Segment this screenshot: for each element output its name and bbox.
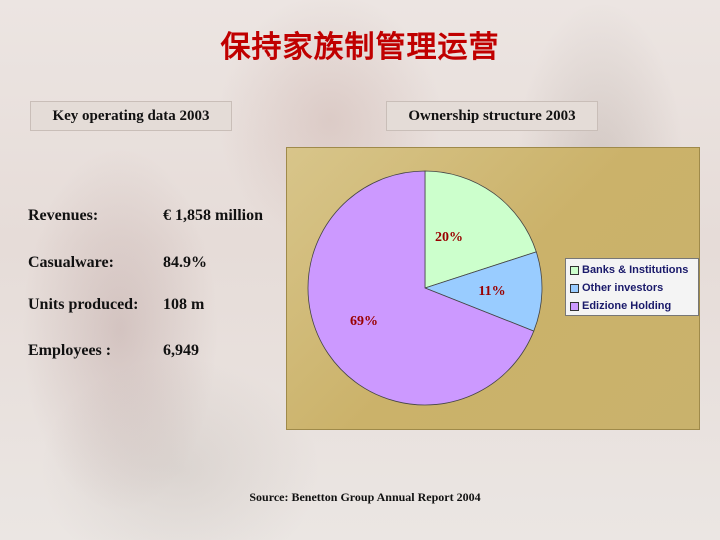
legend-swatch-other: [570, 283, 579, 293]
legend-item-edizione: Edizione Holding: [570, 300, 671, 312]
legend-item-banks: Banks & Institutions: [570, 264, 688, 276]
key-label-revenues: Revenues:: [28, 207, 99, 224]
key-label-employees: Employees :: [28, 342, 112, 359]
pie-slice-2: [423, 251, 543, 332]
source-note: Source: Benetton Group Annual Report 200…: [249, 490, 481, 504]
key-value-revenues: € 1,858 million: [163, 207, 264, 224]
pie-slice-1: [424, 170, 537, 289]
legend-label-other: Other investors: [582, 282, 664, 294]
key-value-employees: 6,949: [163, 342, 199, 359]
ownership-label: Ownership structure 2003: [386, 101, 598, 131]
key-value-units: 108 m: [163, 296, 205, 313]
key-label-units: Units produced:: [28, 296, 139, 313]
legend-label-banks: Banks & Institutions: [582, 264, 689, 276]
pie-label-3: 69%: [350, 314, 378, 329]
key-data-label: Key operating data 2003: [30, 101, 232, 131]
pie-label-1: 20%: [435, 230, 463, 245]
legend-item-other: Other investors: [570, 282, 663, 294]
pie-slice-3: [307, 170, 535, 406]
legend-swatch-edizione: [570, 301, 579, 311]
pie-label-2: 11%: [478, 284, 505, 299]
chart-legend: Banks & Institutions Other investors Edi…: [565, 258, 699, 316]
legend-label-edizione: Edizione Holding: [582, 300, 672, 312]
slide-title: 保持家族制管理运营: [220, 30, 500, 65]
legend-swatch-banks: [570, 265, 579, 275]
key-value-casualware: 84.9%: [163, 254, 207, 271]
key-label-casualware: Casualware:: [28, 254, 114, 271]
